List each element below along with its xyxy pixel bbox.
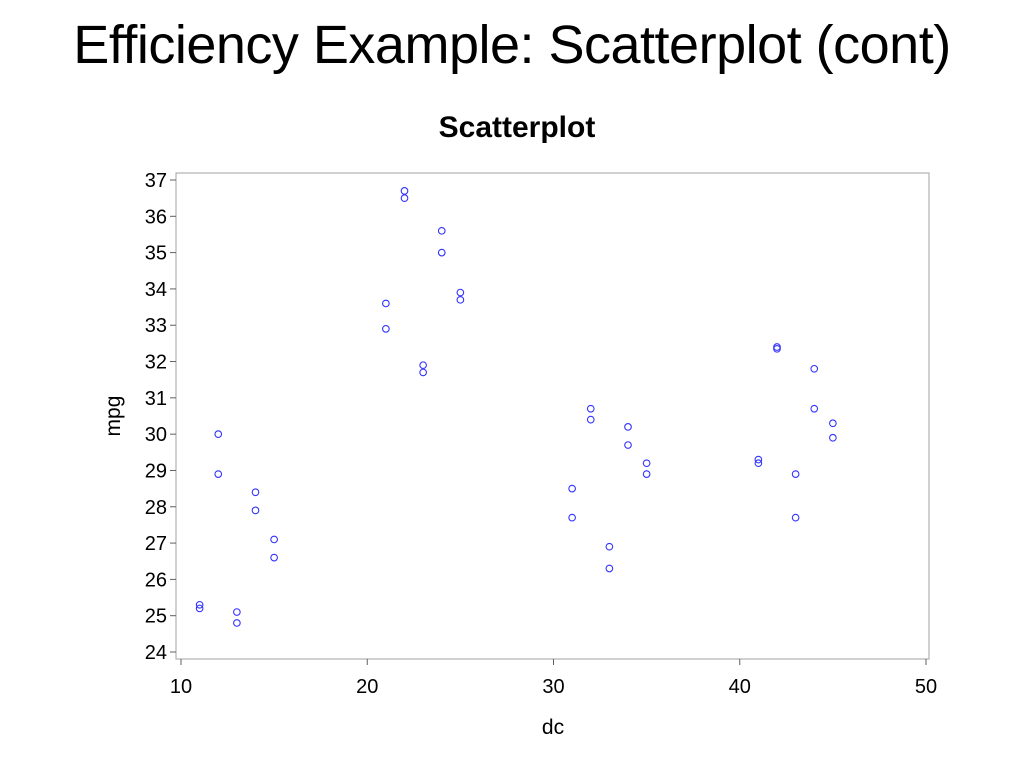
y-tick-label: 26 — [145, 569, 167, 591]
x-axis-label: dc — [542, 716, 564, 739]
data-point — [195, 600, 204, 609]
data-point — [456, 288, 465, 297]
data-point — [419, 361, 427, 370]
y-tick-label: 31 — [145, 388, 167, 410]
plot-frame — [175, 172, 930, 660]
data-point — [568, 513, 576, 522]
data-point — [214, 470, 223, 478]
data-point — [754, 455, 763, 464]
data-point — [251, 488, 260, 497]
data-point — [773, 344, 781, 353]
data-point — [419, 368, 427, 377]
x-tick-label: 40 — [729, 676, 751, 698]
x-tick-label: 50 — [915, 676, 937, 698]
y-axis-label: mpg — [102, 396, 125, 437]
data-point — [810, 404, 819, 413]
data-point — [829, 419, 837, 428]
y-tick-label: 24 — [145, 642, 167, 664]
data-point — [270, 553, 278, 562]
x-tick-label: 20 — [356, 676, 378, 698]
y-tick-label: 37 — [145, 170, 167, 192]
data-point — [437, 226, 446, 235]
y-tick-label: 27 — [145, 533, 167, 555]
data-point — [810, 364, 819, 373]
data-point — [382, 299, 390, 308]
data-point — [251, 506, 260, 515]
data-point — [568, 484, 576, 493]
x-axis: 10 20 30 40 50 — [170, 659, 937, 698]
y-tick-label: 29 — [145, 460, 167, 482]
data-point — [400, 194, 409, 203]
data-point — [233, 619, 241, 627]
x-tick-label: 30 — [542, 676, 564, 698]
y-tick-label: 25 — [145, 606, 167, 628]
data-point — [624, 441, 632, 449]
data-point — [624, 423, 632, 431]
data-point — [605, 542, 614, 551]
data-point — [605, 564, 614, 573]
y-axis: 24 25 26 27 28 29 30 31 32 33 34 35 36 37 — [145, 170, 176, 664]
data-point — [791, 513, 800, 522]
data-point — [586, 404, 595, 413]
data-point — [214, 430, 223, 439]
y-tick-label: 34 — [145, 279, 167, 301]
slide-title: Efficiency Example: Scatterplot (cont) — [73, 15, 951, 75]
data-point — [586, 415, 595, 424]
x-tick-label: 10 — [170, 676, 192, 698]
data-point — [456, 295, 465, 304]
data-point — [829, 433, 837, 442]
data-point — [270, 535, 278, 544]
data-point — [791, 470, 800, 478]
y-tick-label: 32 — [145, 352, 167, 374]
y-tick-label: 33 — [145, 315, 167, 337]
data-point — [233, 608, 241, 616]
data-point — [195, 604, 204, 613]
data-point — [754, 459, 763, 468]
data-point — [642, 459, 651, 468]
chart-title: Scatterplot — [439, 111, 596, 144]
y-tick-label: 36 — [145, 206, 167, 228]
data-points — [195, 187, 837, 627]
data-point — [437, 248, 446, 257]
y-tick-label: 35 — [145, 243, 167, 265]
data-point — [642, 470, 651, 478]
y-tick-label: 28 — [145, 497, 167, 519]
data-point — [400, 187, 409, 195]
data-point — [382, 325, 390, 333]
y-tick-label: 30 — [145, 424, 167, 446]
